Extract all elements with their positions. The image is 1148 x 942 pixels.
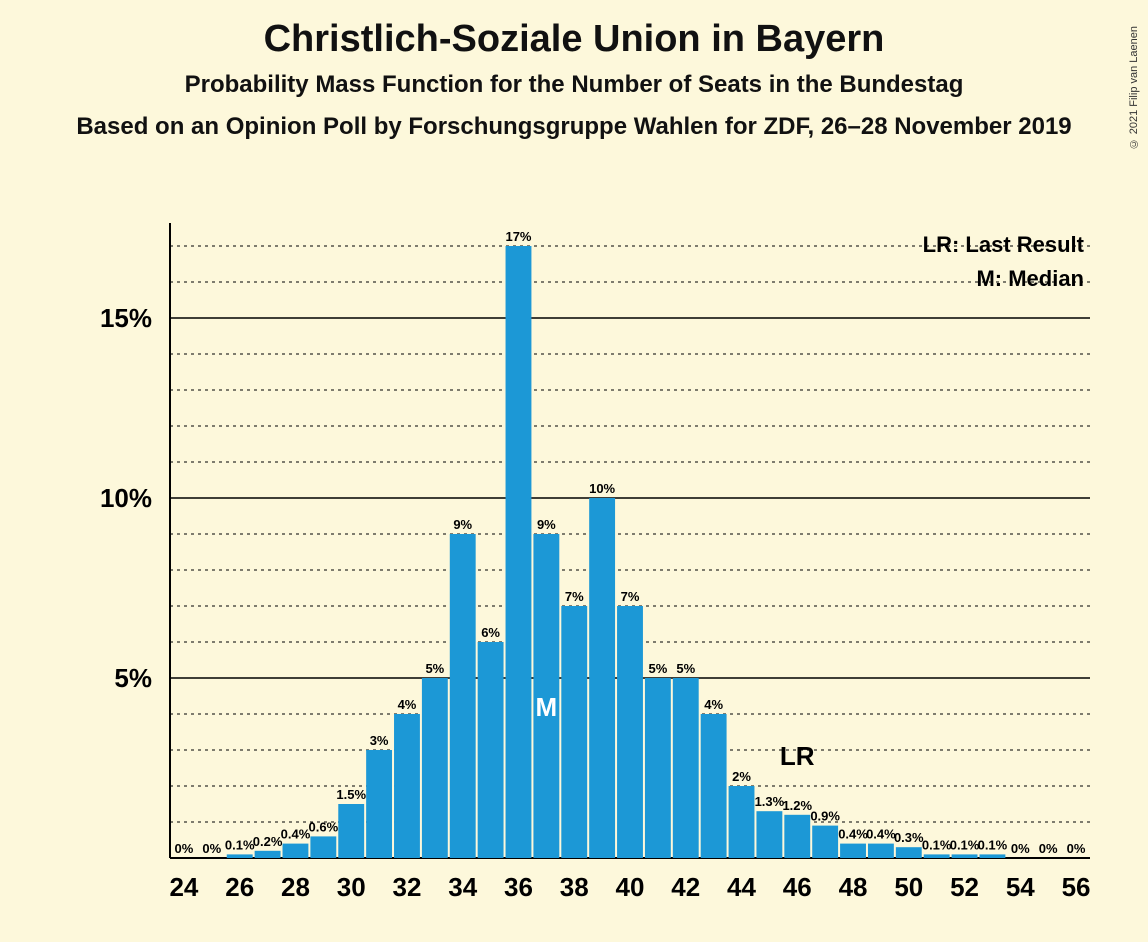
x-axis-tick-label: 36 xyxy=(504,872,533,902)
histogram-bar xyxy=(896,847,922,858)
bar-value-label: 7% xyxy=(565,589,584,604)
bar-value-label: 1.5% xyxy=(336,787,366,802)
histogram-bar xyxy=(924,854,950,858)
bar-value-label: 5% xyxy=(648,661,667,676)
x-axis-tick-label: 34 xyxy=(448,872,477,902)
bar-value-label: 0% xyxy=(1039,841,1058,856)
bar-value-label: 10% xyxy=(589,481,615,496)
histogram-bar xyxy=(283,844,309,858)
x-axis-tick-label: 32 xyxy=(393,872,422,902)
histogram-bar xyxy=(422,678,448,858)
histogram-bar xyxy=(645,678,671,858)
y-axis-tick-label: 10% xyxy=(100,483,152,513)
histogram-bar xyxy=(338,804,364,858)
x-axis-tick-label: 48 xyxy=(839,872,868,902)
x-axis-tick-label: 28 xyxy=(281,872,310,902)
bar-value-label: 4% xyxy=(398,697,417,712)
bar-value-label: 0.1% xyxy=(225,837,255,852)
bar-value-label: 5% xyxy=(425,661,444,676)
y-axis-tick-label: 5% xyxy=(114,663,152,693)
bar-value-label: 0% xyxy=(175,841,194,856)
histogram-bar xyxy=(673,678,699,858)
histogram-bar xyxy=(310,836,336,858)
x-axis-tick-label: 26 xyxy=(225,872,254,902)
chart-container: 5%10%15%0%0%0.1%0.2%0.4%0.6%1.5%3%4%5%9%… xyxy=(60,218,1100,918)
bar-value-label: 9% xyxy=(537,517,556,532)
bar-value-label: 0.2% xyxy=(253,834,283,849)
histogram-bar xyxy=(812,826,838,858)
histogram-bar xyxy=(227,854,253,858)
x-axis-tick-label: 46 xyxy=(783,872,812,902)
bar-value-label: 0% xyxy=(1011,841,1030,856)
last-result-marker: LR xyxy=(780,741,815,771)
histogram-bar xyxy=(701,714,727,858)
histogram-bar xyxy=(366,750,392,858)
x-axis-tick-label: 38 xyxy=(560,872,589,902)
bar-value-label: 7% xyxy=(621,589,640,604)
bar-value-label: 0.4% xyxy=(866,827,896,842)
median-marker: M xyxy=(536,692,558,722)
bar-value-label: 9% xyxy=(453,517,472,532)
x-axis-tick-label: 56 xyxy=(1062,872,1091,902)
histogram-bar xyxy=(756,811,782,858)
histogram-bar xyxy=(979,854,1005,858)
histogram-bar xyxy=(729,786,755,858)
x-axis-tick-label: 54 xyxy=(1006,872,1035,902)
histogram-bar xyxy=(784,815,810,858)
bar-value-label: 0.1% xyxy=(922,837,952,852)
legend-last-result: LR: Last Result xyxy=(923,232,1085,257)
chart-title-source: Based on an Opinion Poll by Forschungsgr… xyxy=(0,113,1148,141)
legend-median: M: Median xyxy=(976,266,1084,291)
bar-value-label: 0.4% xyxy=(281,827,311,842)
y-axis-tick-label: 15% xyxy=(100,303,152,333)
bar-value-label: 3% xyxy=(370,733,389,748)
bar-value-label: 1.2% xyxy=(782,798,812,813)
histogram-bar xyxy=(561,606,587,858)
bar-value-label: 4% xyxy=(704,697,723,712)
histogram-bar xyxy=(952,854,978,858)
copyright-text: © 2021 Filip van Laenen xyxy=(1128,26,1140,149)
bar-value-label: 0.9% xyxy=(810,809,840,824)
histogram-bar xyxy=(255,851,281,858)
chart-title-main: Christlich-Soziale Union in Bayern xyxy=(0,18,1148,61)
chart-titles: Christlich-Soziale Union in Bayern Proba… xyxy=(0,18,1148,141)
x-axis-tick-label: 40 xyxy=(616,872,645,902)
x-axis-tick-label: 42 xyxy=(671,872,700,902)
x-axis-tick-label: 44 xyxy=(727,872,756,902)
histogram-bar xyxy=(450,534,476,858)
bar-value-label: 5% xyxy=(676,661,695,676)
bar-value-label: 0.6% xyxy=(309,819,339,834)
histogram-bar xyxy=(868,844,894,858)
histogram-bar xyxy=(506,246,532,858)
histogram-bar xyxy=(394,714,420,858)
bar-value-label: 0.3% xyxy=(894,830,924,845)
x-axis-tick-label: 50 xyxy=(894,872,923,902)
x-axis-tick-label: 24 xyxy=(169,872,198,902)
bar-value-label: 0.4% xyxy=(838,827,868,842)
bar-value-label: 6% xyxy=(481,625,500,640)
x-axis-tick-label: 52 xyxy=(950,872,979,902)
x-axis-tick-label: 30 xyxy=(337,872,366,902)
histogram-bar xyxy=(840,844,866,858)
histogram-bar xyxy=(617,606,643,858)
bar-value-label: 1.3% xyxy=(755,794,785,809)
bar-value-label: 0% xyxy=(1067,841,1086,856)
histogram-bar xyxy=(478,642,504,858)
bar-value-label: 17% xyxy=(505,229,531,244)
bar-value-label: 0.1% xyxy=(950,837,980,852)
pmf-histogram: 5%10%15%0%0%0.1%0.2%0.4%0.6%1.5%3%4%5%9%… xyxy=(60,218,1100,918)
bar-value-label: 2% xyxy=(732,769,751,784)
histogram-bar xyxy=(589,498,615,858)
chart-title-sub: Probability Mass Function for the Number… xyxy=(0,71,1148,99)
bar-value-label: 0% xyxy=(202,841,221,856)
bar-value-label: 0.1% xyxy=(978,837,1008,852)
